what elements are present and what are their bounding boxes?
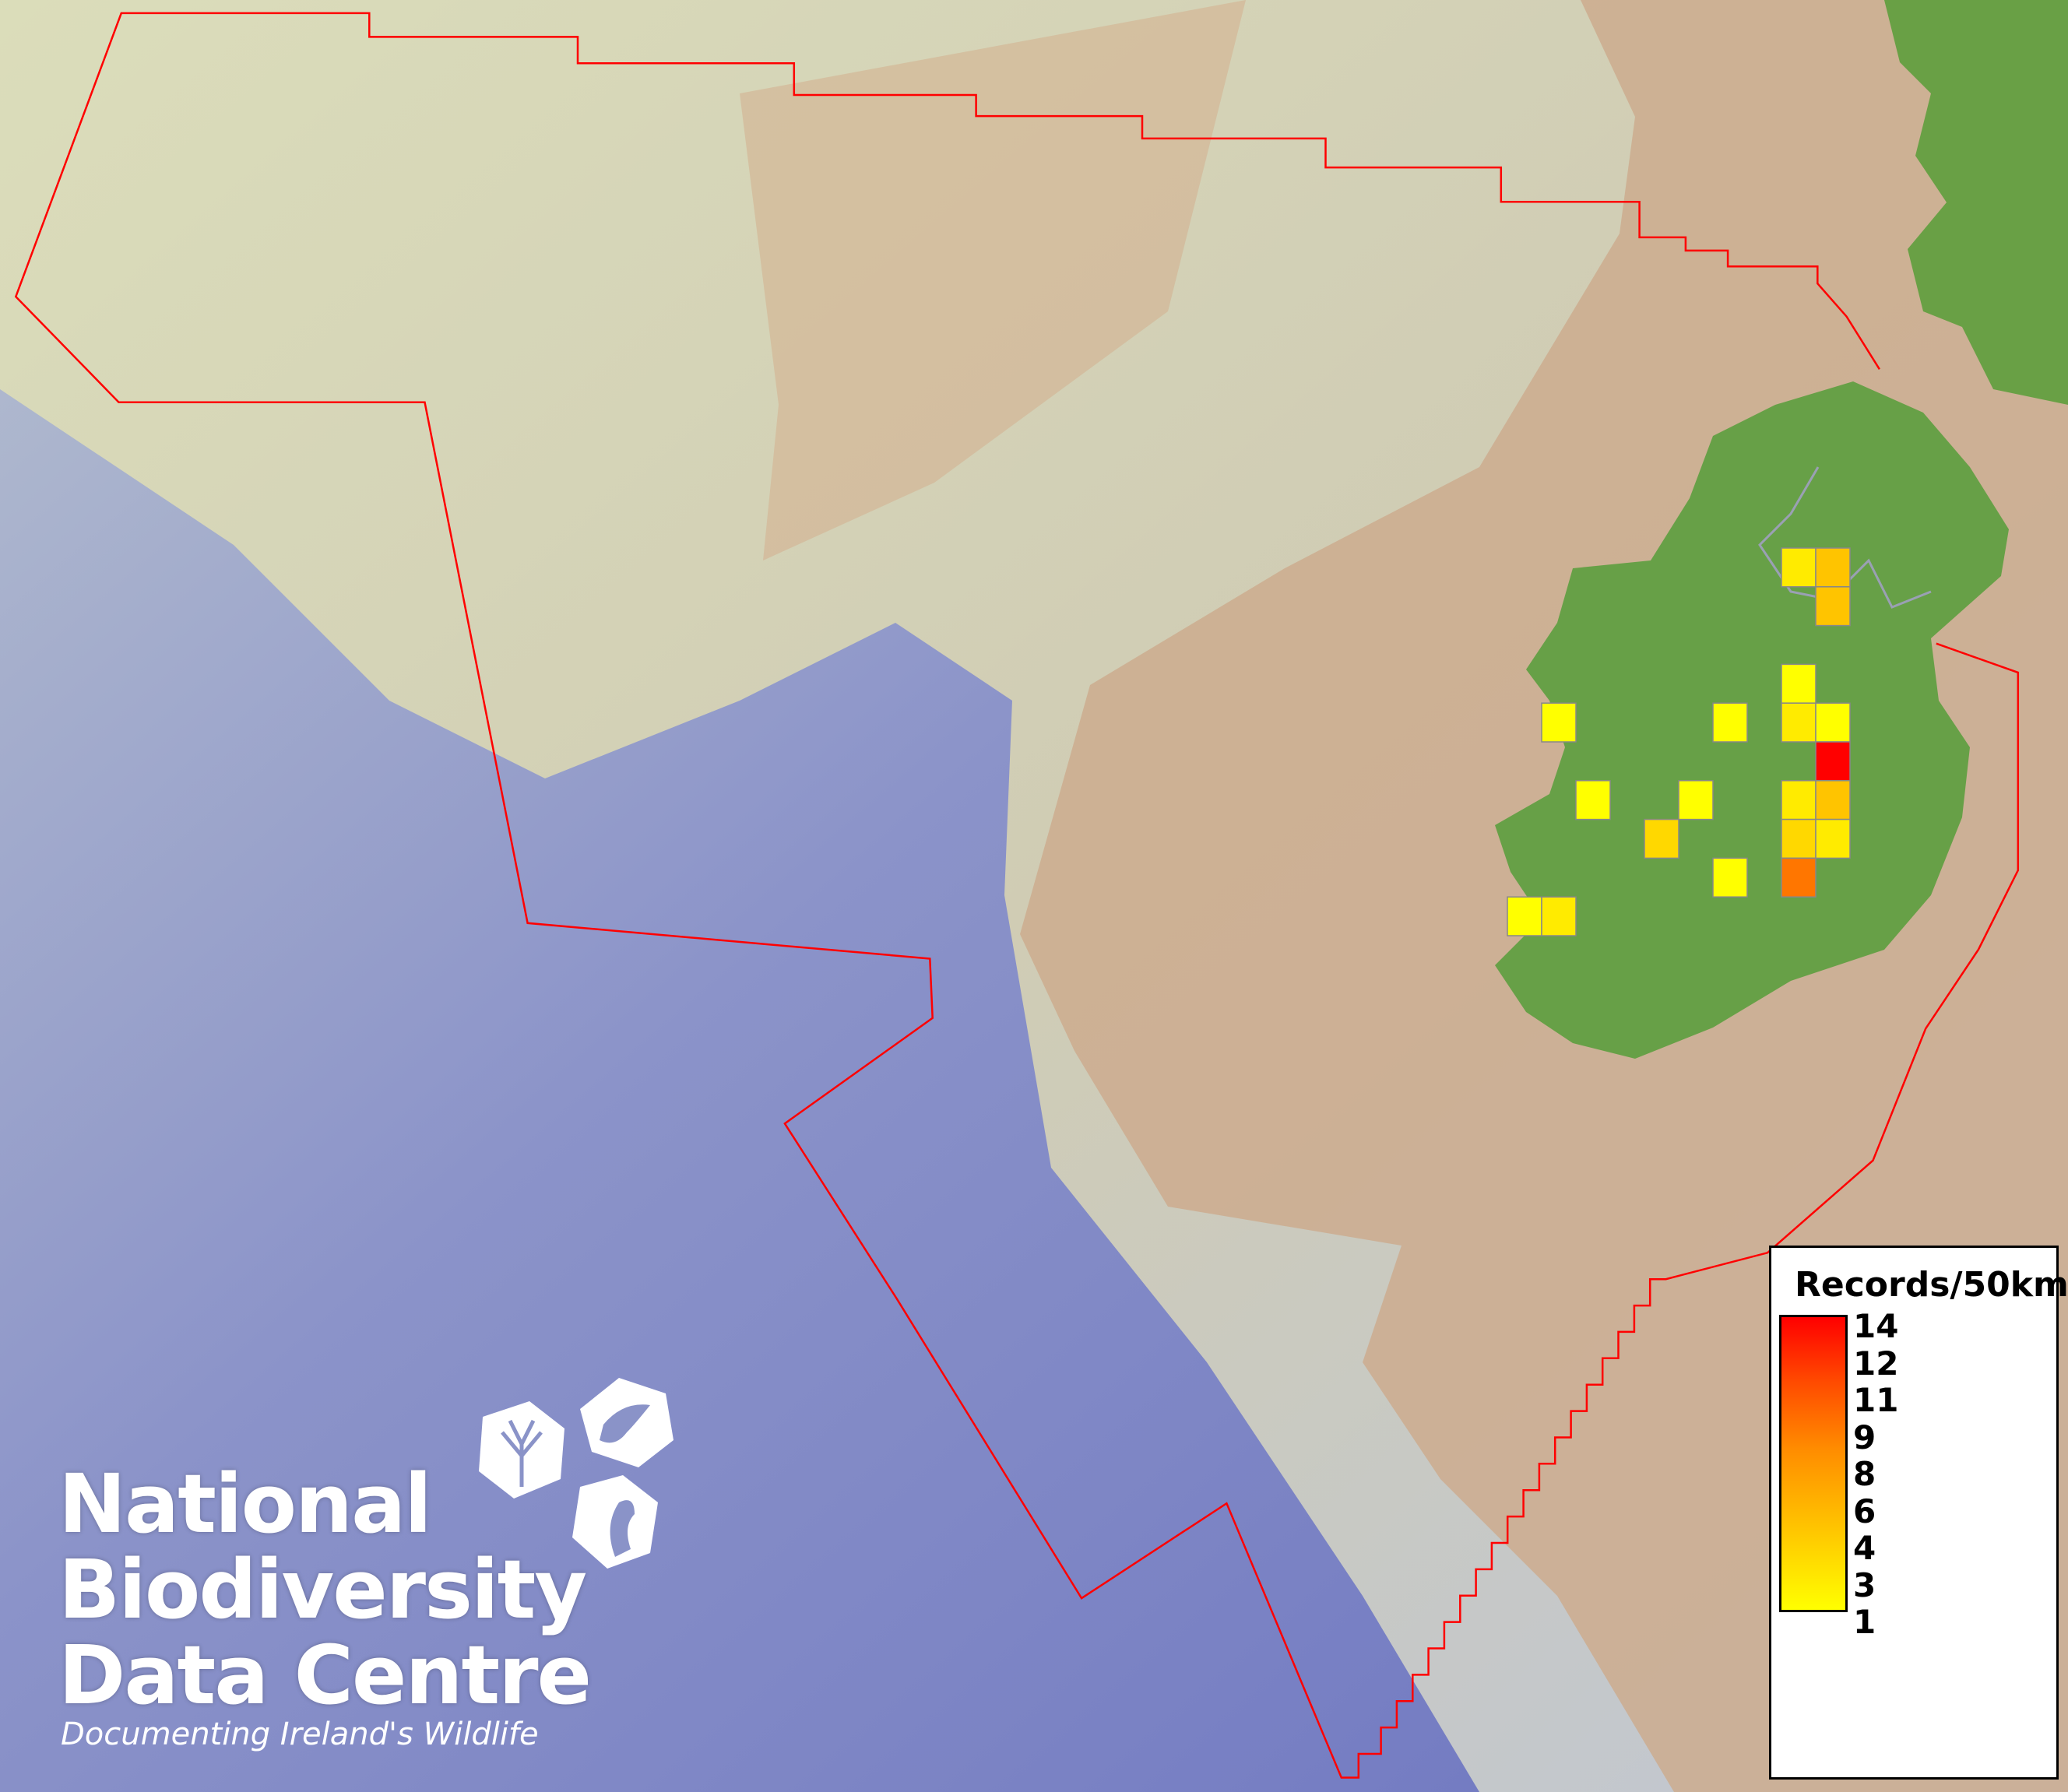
legend-label: 1 [1853,1603,1876,1641]
grid-cell [1644,818,1679,859]
legend-label: 6 [1853,1492,1876,1530]
logo-line-1: National [58,1456,432,1551]
grid-cell [1815,818,1851,859]
legend-label: 8 [1853,1455,1876,1493]
shelf-top [740,0,1246,560]
grid-cell [1541,702,1577,743]
grid-cell [1575,780,1611,820]
grid-cell [1712,857,1748,898]
grid-cell [1815,780,1851,820]
border-line [1758,466,1932,609]
logo-line-2: Biodiversity [58,1542,587,1637]
grid-cell [1781,702,1817,743]
grid-cell [1815,702,1851,743]
eez-boundary [14,12,2020,1779]
legend-label: 3 [1853,1565,1876,1604]
records-grid [1507,547,1851,936]
legend-label: 12 [1853,1344,1899,1383]
nbdc-logo: National Biodiversity Data Centre Docume… [55,1370,724,1775]
grid-cell [1781,818,1817,859]
legend: Records/50km 14 12 11 9 8 6 4 3 1 [1769,1246,2068,1780]
grid-cell [1815,741,1851,782]
legend-title: Records/50km [1795,1265,2068,1305]
grid-cell [1712,702,1748,743]
grid-cell [1781,780,1817,820]
grid-cell [1781,857,1817,898]
legend-color-ramp [1779,1315,1848,1612]
legend-label: 11 [1853,1381,1899,1419]
logo-line-3: Data Centre [58,1628,592,1723]
legend-label: 9 [1853,1418,1876,1456]
grid-cell [1781,663,1817,704]
scotland-land [1884,0,2068,405]
grid-cell [1815,547,1851,588]
grid-cell [1678,780,1714,820]
logo-hexagons-icon [479,1378,674,1569]
legend-label: 14 [1853,1307,1899,1345]
grid-cell [1815,586,1851,627]
logo-tagline: Documenting Ireland's Wildlife [61,1716,539,1752]
ireland-land [1495,381,2009,1059]
grid-cell [1541,896,1577,936]
legend-label: 4 [1853,1529,1876,1567]
grid-cell [1507,896,1542,936]
grid-cell [1781,547,1817,588]
